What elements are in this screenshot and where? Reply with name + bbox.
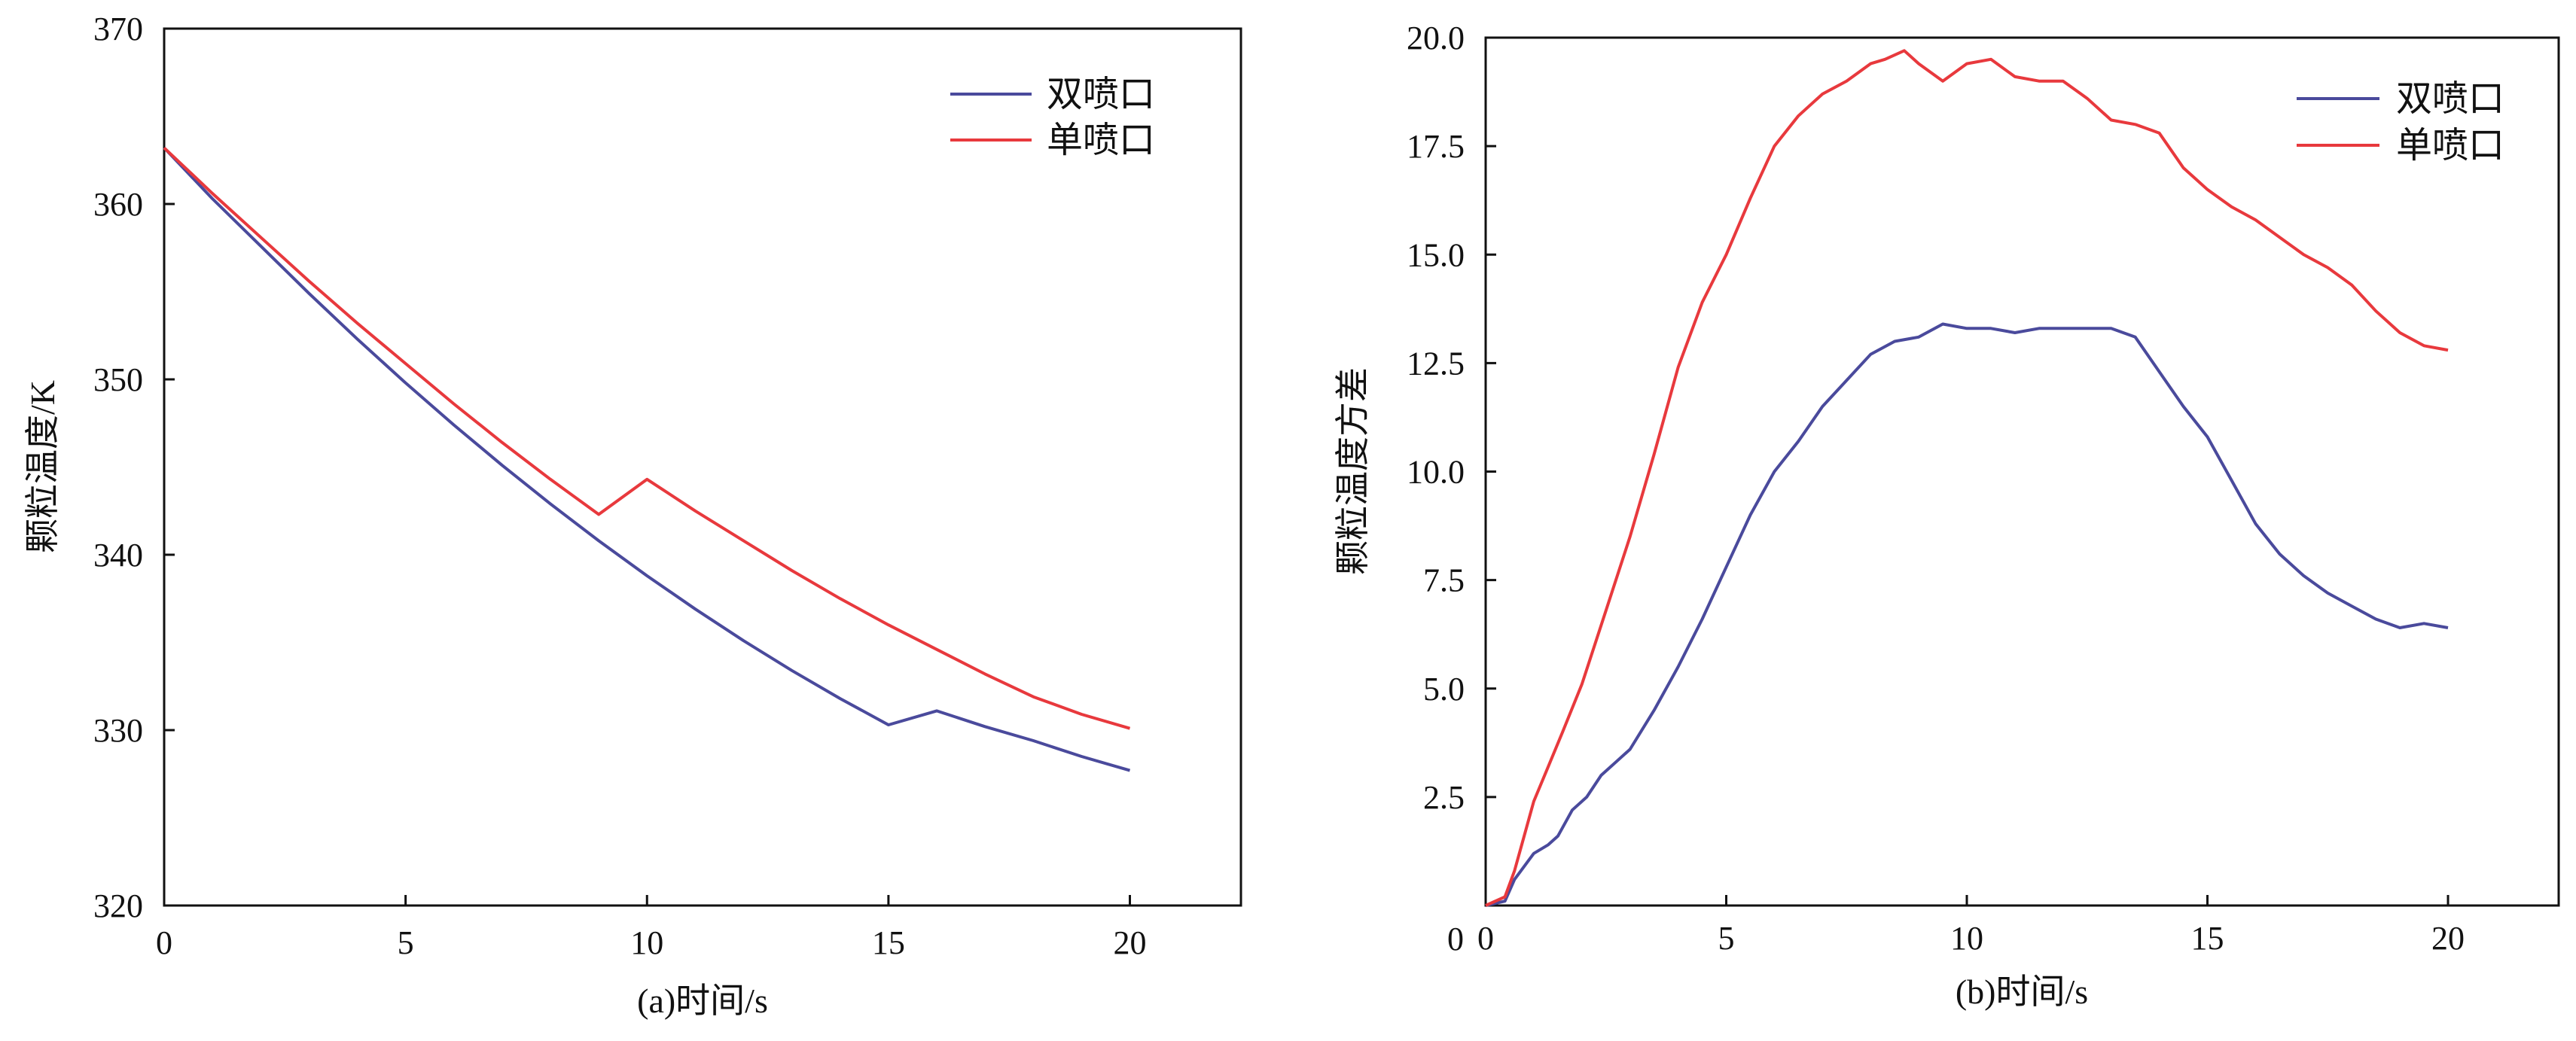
x-tick-label: 15 xyxy=(872,924,905,961)
x-tick-label: 20 xyxy=(2431,920,2465,957)
y-tick-label: 5.0 xyxy=(1423,671,1465,708)
y-tick-label: 20.0 xyxy=(1407,20,1465,56)
plot-lines xyxy=(163,146,1131,772)
series-line-single xyxy=(1485,49,2449,907)
x-tick-label: 0 xyxy=(1477,920,1494,957)
x-axis: 0 5 10 15 20 xyxy=(1477,895,2465,957)
y-tick-label: 340 xyxy=(93,537,143,574)
legend: 双喷口 单喷口 xyxy=(2297,79,2504,166)
legend-label-double: 双喷口 xyxy=(1047,75,1155,114)
y-tick-label: 370 xyxy=(93,11,143,47)
x-tick-label: 15 xyxy=(2191,920,2224,957)
x-tick-label: 0 xyxy=(156,924,172,961)
plot-frame xyxy=(1484,36,2560,907)
y-tick-label: 360 xyxy=(93,186,143,223)
legend-label-single: 单喷口 xyxy=(2396,126,2504,166)
zero-tick-label: 0 xyxy=(1447,921,1464,957)
x-axis: 0 5 10 15 20 xyxy=(156,895,1147,961)
x-axis-label: (a)时间/s xyxy=(637,982,768,1020)
y-tick-label: 320 xyxy=(93,887,143,924)
x-tick-label: 10 xyxy=(630,924,663,961)
y-tick-label: 330 xyxy=(93,712,143,749)
y-axis-label: 颗粒温度方差 xyxy=(1334,367,1372,575)
x-tick-label: 10 xyxy=(1950,920,1983,957)
y-tick-label: 17.5 xyxy=(1407,128,1465,165)
chart-panel-a: 320 330 340 350 360 370 0 5 10 15 20 (a)时间/s 颗粒温度… xyxy=(23,11,1242,1020)
legend: 双喷口 单喷口 xyxy=(950,75,1155,160)
y-tick-label: 350 xyxy=(93,361,143,398)
y-tick-label: 12.5 xyxy=(1407,345,1465,382)
legend-label-single: 单喷口 xyxy=(1047,120,1155,160)
series-line-single xyxy=(163,146,1131,730)
plot-lines xyxy=(1485,49,2449,907)
plot-frame xyxy=(163,27,1242,907)
y-tick-label: 10.0 xyxy=(1407,454,1465,491)
y-tick-label: 2.5 xyxy=(1423,779,1465,816)
chart-panel-b: 2.5 5.0 7.5 10.0 12.5 15.0 17.5 20.0 0 5 10 15 20 0… xyxy=(1334,20,2560,1011)
x-tick-label: 5 xyxy=(1718,920,1735,957)
x-tick-label: 20 xyxy=(1114,924,1147,961)
series-line-double xyxy=(163,147,1131,772)
x-tick-label: 5 xyxy=(398,924,414,961)
legend-label-double: 双喷口 xyxy=(2396,79,2504,119)
series-line-double xyxy=(1485,322,2449,907)
y-axis-label: 颗粒温度/K xyxy=(23,380,62,553)
x-axis-label: (b)时间/s xyxy=(1956,973,2088,1011)
y-tick-label: 15.0 xyxy=(1407,236,1465,273)
y-axis: 2.5 5.0 7.5 10.0 12.5 15.0 17.5 20.0 xyxy=(1407,20,1496,816)
y-tick-label: 7.5 xyxy=(1423,562,1465,599)
y-axis: 320 330 340 350 360 370 xyxy=(93,11,175,924)
